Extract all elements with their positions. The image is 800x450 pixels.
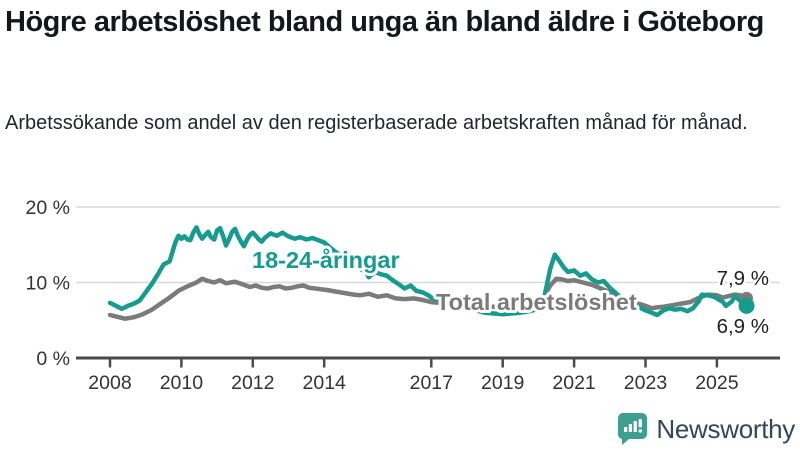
x-tick-label: 2012: [231, 372, 274, 394]
series-end-dot-young: [738, 297, 755, 314]
speech-bubble-shape: [618, 413, 648, 445]
y-tick-label: 20 %: [26, 197, 70, 219]
series-line-total: [107, 276, 749, 321]
y-tick-label: 10 %: [26, 273, 70, 295]
x-tick-label: 2021: [552, 372, 595, 394]
chart-subtitle: Arbetssökande som andel av den registerb…: [5, 112, 748, 134]
y-tick-label: 0 %: [36, 348, 70, 370]
series-line-young: [107, 225, 749, 318]
x-tick-label: 2008: [88, 372, 131, 394]
x-tick-label: 2017: [410, 372, 453, 394]
series-label-young: 18-24-åringar: [252, 247, 400, 273]
x-tick-label: 2023: [624, 372, 667, 394]
brand-name: Newsworthy: [656, 413, 795, 444]
value-label-young: 6,9 %: [717, 315, 769, 338]
page-title: Högre arbetslöshet bland unga än bland ä…: [5, 6, 764, 38]
x-tick-label: 2019: [481, 372, 524, 394]
value-label-total: 7,9 %: [717, 267, 769, 290]
unemployment-line-chart: 0 % 10 % 20 % 2008 2010 2012 2014 2017 2019 2021 2…: [26, 197, 780, 394]
x-tick-label: 2010: [160, 372, 204, 394]
newsworthy-logo: Newsworthy: [617, 408, 795, 450]
newsworthy-logo-icon: [618, 413, 648, 445]
x-tick-label: 2014: [303, 372, 347, 394]
series-label-total: Total arbetslöshet: [436, 289, 637, 315]
x-tick-label: 2025: [695, 372, 739, 394]
